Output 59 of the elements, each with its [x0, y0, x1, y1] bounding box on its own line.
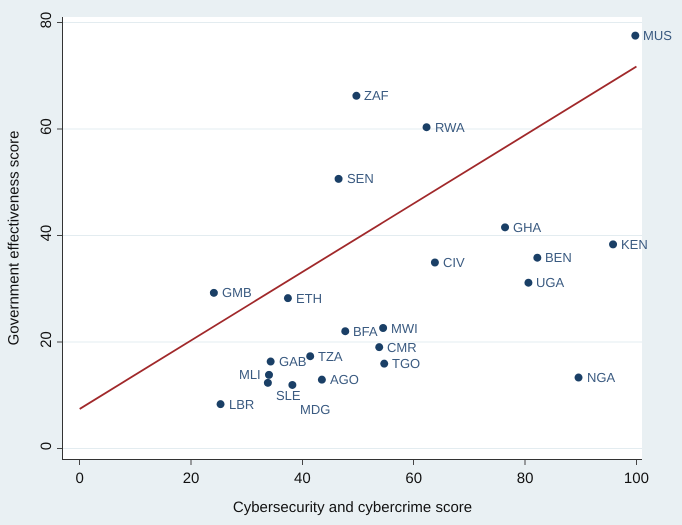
- annotation: AGO: [330, 372, 359, 387]
- y-axis-title: Government effectiveness score: [5, 130, 22, 346]
- point: [533, 254, 542, 262]
- annotation: GAB: [279, 354, 306, 369]
- point: [375, 343, 384, 352]
- annotation: SEN: [347, 171, 374, 186]
- annotation: MLI: [239, 367, 261, 382]
- annotation: RWA: [435, 120, 465, 135]
- annotation: MDG: [300, 402, 330, 417]
- point: [264, 378, 272, 387]
- annotation: BEN: [545, 250, 572, 265]
- annotation: CIV: [443, 255, 465, 270]
- annotation: BFA: [353, 324, 378, 339]
- point: [379, 324, 388, 332]
- y-tick-label: 60: [38, 118, 55, 135]
- point: [341, 327, 350, 336]
- annotation: UGA: [536, 275, 564, 290]
- x-tick-label: 80: [516, 470, 534, 487]
- point: [422, 123, 431, 132]
- annotation: KEN: [621, 237, 648, 252]
- annotation: MWI: [391, 321, 418, 336]
- point: [266, 358, 275, 366]
- point: [306, 352, 314, 360]
- annotation: LBR: [229, 397, 254, 412]
- point: [524, 278, 532, 287]
- y-tick-label: 0: [38, 442, 55, 450]
- point: [574, 374, 583, 382]
- annotation: NGA: [587, 370, 616, 385]
- point: [501, 223, 510, 232]
- point: [210, 288, 218, 297]
- annotation: CMR: [387, 340, 417, 355]
- annotation: TGO: [392, 356, 420, 371]
- y-tick-label: 20: [38, 331, 55, 348]
- point: [352, 92, 360, 100]
- annotation: GHA: [513, 220, 542, 235]
- point: [609, 240, 618, 248]
- annotation: GMB: [222, 285, 252, 300]
- annotation: MUS: [643, 28, 672, 43]
- annotation: ETH: [296, 291, 322, 306]
- annotation: ZAF: [364, 88, 389, 103]
- point: [631, 32, 640, 40]
- point: [216, 400, 225, 408]
- x-tick-label: 40: [294, 470, 311, 487]
- y-tick-label: 80: [38, 12, 55, 28]
- x-tick-label: 60: [405, 470, 422, 487]
- annotation: TZA: [318, 349, 343, 364]
- annotation: SLE: [276, 388, 301, 403]
- point: [284, 294, 292, 302]
- x-tick-label: 20: [182, 470, 200, 487]
- x-tick-label: 0: [76, 470, 84, 487]
- point: [334, 174, 343, 183]
- point: [288, 380, 296, 389]
- x-axis-title: Cybersecurity and cybercrime score: [232, 499, 472, 516]
- point: [318, 376, 326, 384]
- y-tick-label: 40: [38, 224, 55, 242]
- point: [264, 370, 273, 379]
- point: [430, 258, 439, 266]
- point: [380, 360, 388, 368]
- x-tick-label: 100: [624, 470, 649, 487]
